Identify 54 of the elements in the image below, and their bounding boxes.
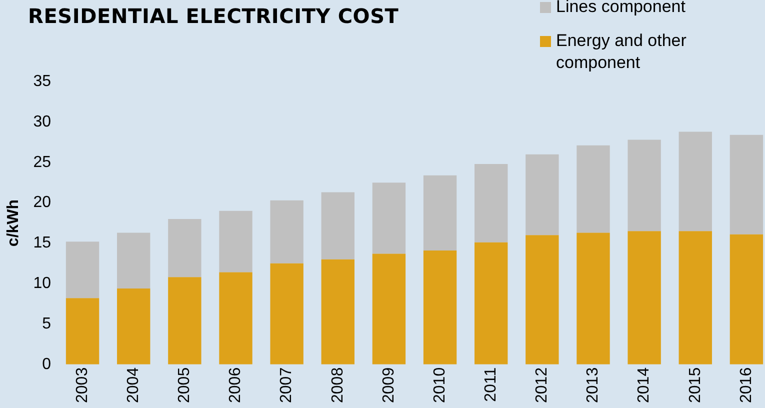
y-tick-label: 0 <box>42 356 52 373</box>
y-tick-label: 15 <box>33 234 52 252</box>
x-tick-label: 2013 <box>584 367 602 403</box>
y-tick-label: 5 <box>42 315 52 332</box>
y-tick-label: 10 <box>33 275 52 292</box>
bar <box>474 164 508 242</box>
y-tick-label: 35 <box>33 73 52 90</box>
bar <box>168 277 202 364</box>
bar <box>576 145 610 233</box>
bar <box>372 182 406 254</box>
x-tick-label: 2011 <box>482 367 500 402</box>
x-tick-label: 2014 <box>636 367 653 403</box>
bar <box>270 263 304 364</box>
bar <box>730 234 764 364</box>
x-tick-label: 2003 <box>74 367 91 403</box>
bar <box>219 210 252 272</box>
y-tick-label: 20 <box>33 194 52 212</box>
bar <box>321 192 354 260</box>
bar <box>168 218 202 278</box>
bar <box>526 235 559 364</box>
bar <box>628 140 661 232</box>
x-tick-label: 2006 <box>227 367 244 403</box>
legend-label: Lines component <box>556 0 686 18</box>
y-tick-label: 30 <box>33 113 52 130</box>
y-axis-title: c/kWh <box>5 199 22 247</box>
bar <box>66 242 100 298</box>
bar <box>270 200 304 264</box>
bar <box>219 272 252 364</box>
bar <box>321 259 354 364</box>
legend-label: Energy and other component <box>556 30 688 74</box>
x-tick-label: 2009 <box>380 367 398 403</box>
x-tick-label: 2007 <box>278 367 296 403</box>
x-tick-label: 2004 <box>125 367 142 403</box>
bar <box>678 231 712 364</box>
bar <box>730 134 764 234</box>
bar <box>66 298 100 364</box>
x-tick-label: 2010 <box>431 367 448 403</box>
bar <box>474 242 508 364</box>
bar <box>628 231 661 364</box>
bar <box>423 250 457 364</box>
x-tick-label: 2008 <box>329 367 346 403</box>
y-tick-label: 25 <box>33 154 52 171</box>
x-tick-label: 2005 <box>176 367 194 403</box>
bar <box>372 254 406 364</box>
x-tick-label: 2012 <box>534 367 551 403</box>
x-tick-label: 2016 <box>738 367 755 403</box>
x-tick-label: 2015 <box>686 367 704 403</box>
bar <box>117 288 150 364</box>
bar <box>117 232 150 288</box>
bar <box>678 132 712 232</box>
bar <box>423 175 457 250</box>
bar <box>526 154 559 236</box>
chart-title: RESIDENTIAL ELECTRICITY COST <box>28 4 399 28</box>
bar <box>576 232 610 364</box>
